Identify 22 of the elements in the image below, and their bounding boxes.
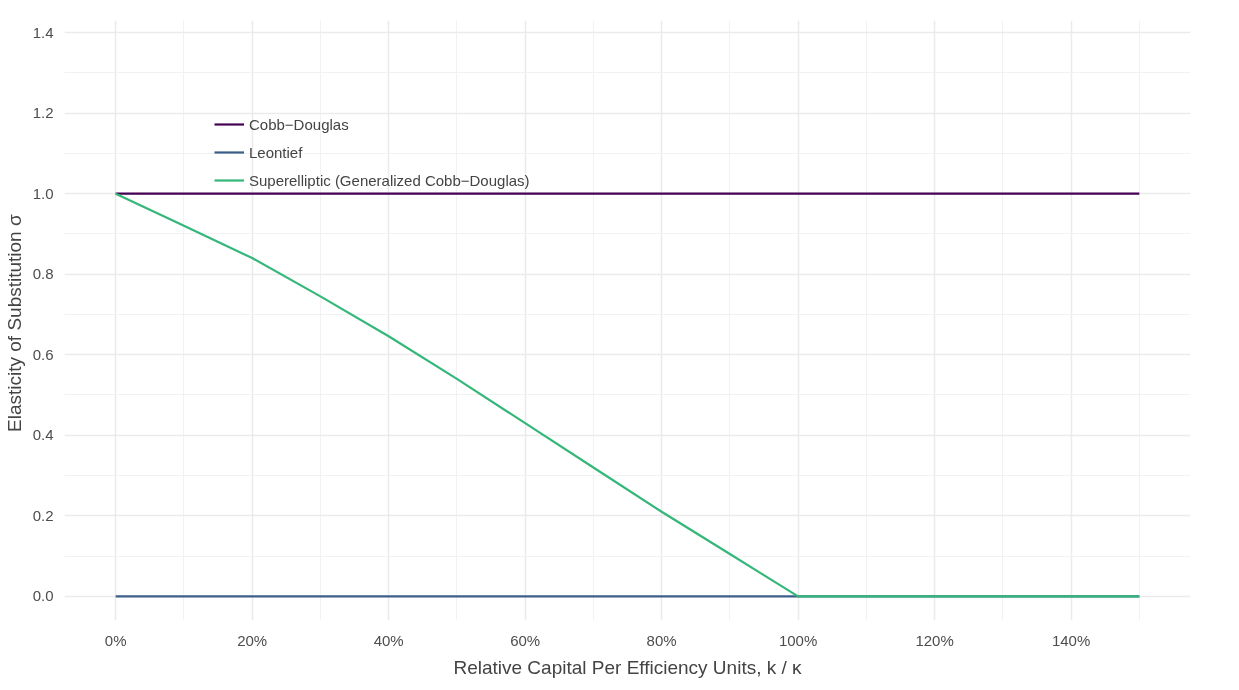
x-tick-label: 60% bbox=[510, 631, 541, 649]
x-tick-label: 120% bbox=[915, 631, 954, 649]
x-tick-label: 0% bbox=[104, 631, 127, 649]
y-tick-label: 1.0 bbox=[32, 184, 54, 202]
legend-label: Cobb−Douglas bbox=[249, 115, 349, 133]
legend-label: Leontief bbox=[249, 143, 303, 161]
x-tick-label: 140% bbox=[1051, 631, 1091, 649]
y-tick-label: 0.8 bbox=[32, 265, 54, 283]
y-tick-label: 1.4 bbox=[32, 23, 54, 41]
x-tick-label: 40% bbox=[373, 631, 404, 649]
y-tick-label: 0.0 bbox=[32, 587, 54, 605]
y-tick-label: 0.6 bbox=[32, 345, 54, 363]
y-tick-label: 0.2 bbox=[32, 506, 54, 524]
y-tick-label: 0.4 bbox=[32, 426, 54, 444]
x-tick-label: 100% bbox=[778, 631, 818, 649]
y-tick-label: 1.2 bbox=[32, 104, 54, 122]
y-axis-title: Elasticity of Substitution σ bbox=[3, 214, 25, 432]
legend-label: Superelliptic (Generalized Cobb−Douglas) bbox=[249, 171, 530, 189]
x-tick-label: 80% bbox=[646, 631, 677, 649]
x-axis-title: Relative Capital Per Efficiency Units, k / κ bbox=[453, 656, 803, 678]
x-tick-label: 20% bbox=[237, 631, 268, 649]
line-series bbox=[114, 192, 1141, 598]
